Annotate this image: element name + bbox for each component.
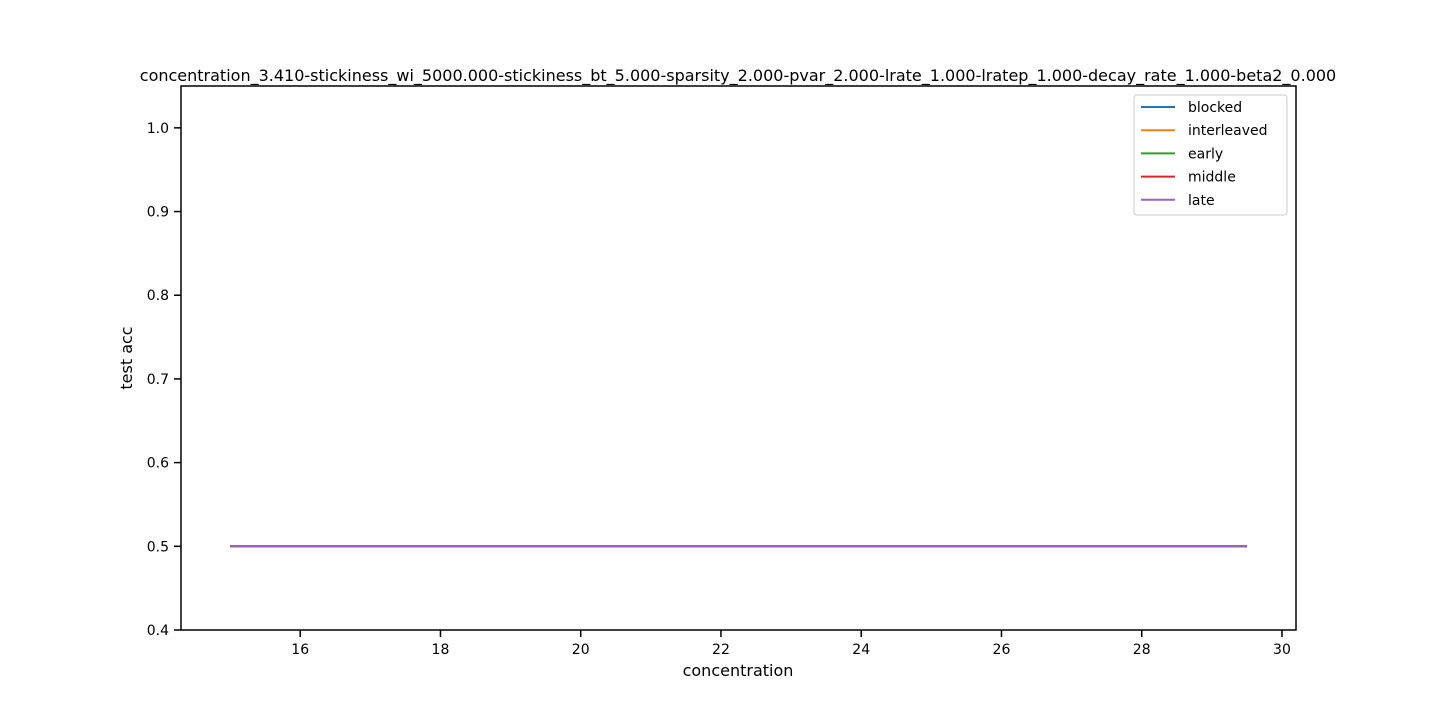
y-tick-label: 1.0 <box>147 121 169 137</box>
x-axis-ticks: 16 18 20 22 24 26 28 30 <box>291 630 1291 658</box>
x-tick-label: 24 <box>852 642 870 658</box>
y-tick-label: 0.5 <box>147 539 169 555</box>
x-tick-label: 18 <box>432 642 450 658</box>
legend-label-late: late <box>1188 193 1215 209</box>
x-tick-label: 16 <box>291 642 309 658</box>
legend-entries: blocked interleaved early middle late <box>1141 100 1268 209</box>
legend-label-interleaved: interleaved <box>1188 123 1268 139</box>
x-tick-label: 30 <box>1273 642 1291 658</box>
legend-label-early: early <box>1188 146 1223 162</box>
legend: blocked interleaved early middle late <box>1133 94 1288 216</box>
x-axis-label: concentration <box>683 661 794 680</box>
legend-label-blocked: blocked <box>1188 100 1242 116</box>
y-tick-label: 0.6 <box>147 456 169 472</box>
y-axis-label: test acc <box>117 326 136 389</box>
x-tick-label: 26 <box>993 642 1011 658</box>
y-axis-ticks: 0.4 0.5 0.6 0.7 0.8 0.9 1.0 <box>147 121 181 639</box>
y-tick-label: 0.7 <box>147 372 169 388</box>
legend-box <box>1133 94 1288 216</box>
legend-label-middle: middle <box>1188 170 1236 186</box>
chart-title: concentration_3.410-stickiness_wi_5000.0… <box>140 66 1336 86</box>
x-tick-label: 22 <box>712 642 730 658</box>
y-tick-label: 0.9 <box>147 205 169 221</box>
y-tick-label: 0.4 <box>147 623 169 639</box>
x-tick-label: 20 <box>572 642 590 658</box>
x-tick-label: 28 <box>1133 642 1151 658</box>
y-tick-label: 0.8 <box>147 288 169 304</box>
plot-frame <box>180 85 1297 631</box>
